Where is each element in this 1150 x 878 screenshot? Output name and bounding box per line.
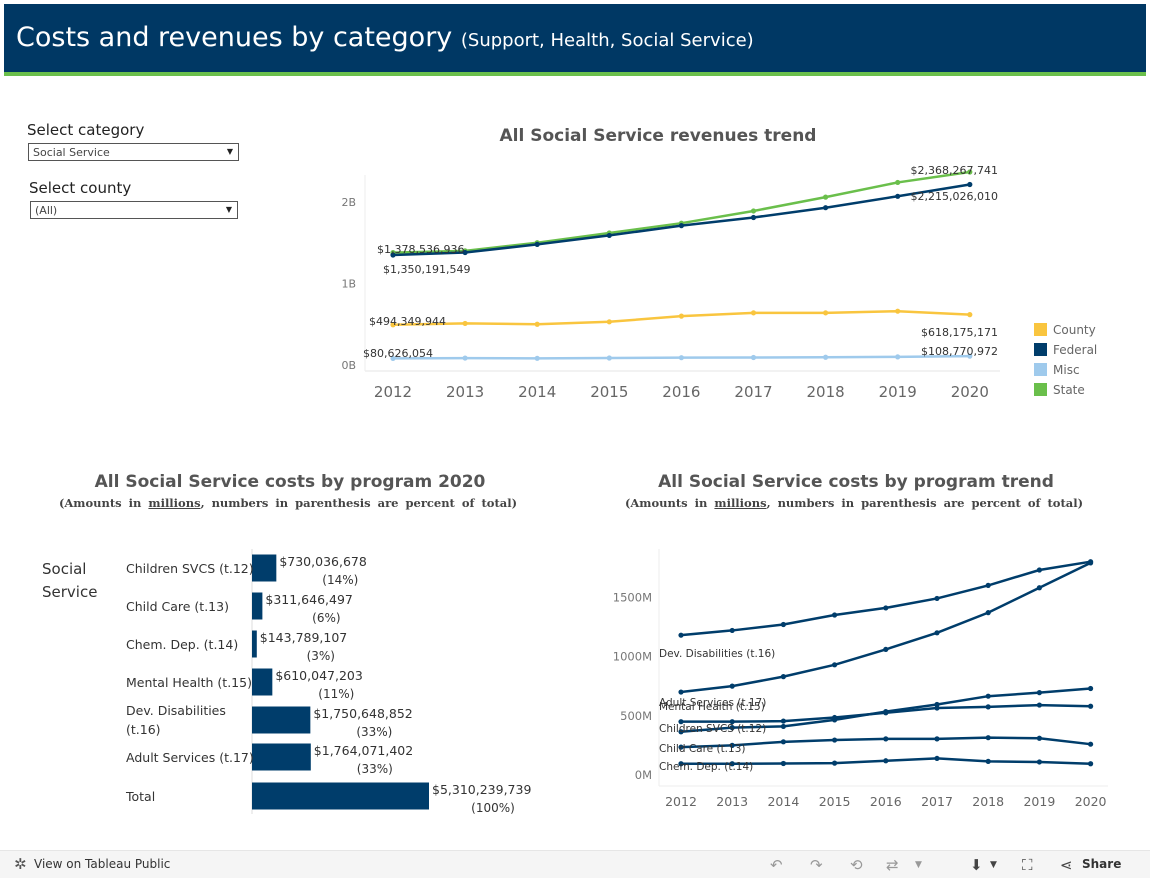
data-point-misc (390, 355, 396, 362)
start-value-label: $494,349,944 (369, 315, 446, 328)
start-value-label: $1,378,536,936 (377, 243, 464, 256)
redo-icon[interactable]: ↷ (810, 856, 823, 874)
share-icon[interactable]: ⋖ (1060, 856, 1073, 874)
data-point-county (967, 312, 973, 318)
page-subtitle: (Support, Health, Social Service) (460, 30, 754, 51)
costs-bar-chart-note: (Amounts in millions, numbers in parenth… (58, 496, 518, 510)
data-point-county (390, 322, 396, 328)
chevron-down-icon: ▼ (225, 205, 232, 214)
x-tick-label: 2012 (374, 383, 412, 401)
category-select-value: Social Service (33, 146, 110, 159)
data-point-county (823, 310, 829, 316)
x-tick-label: 2014 (518, 383, 556, 401)
data-point-misc (678, 355, 685, 361)
costs-bar-chart-title: All Social Service costs by program 2020 (94, 472, 486, 492)
start-value-label: $1,350,191,549 (383, 263, 470, 276)
start-value-label: $80,626,054 (363, 347, 433, 360)
data-point-federal (678, 223, 685, 229)
x-tick-label: 2013 (446, 383, 484, 401)
fullscreen-icon[interactable]: ⛶ (1022, 856, 1033, 874)
data-point-county (462, 320, 468, 327)
legend-swatch-misc (1034, 363, 1047, 376)
x-tick-label: 2018 (807, 383, 845, 401)
data-point-state (895, 179, 901, 186)
end-value-label: $2,215,026,010 (911, 190, 998, 203)
county-select[interactable]: (All) ▼ (30, 201, 238, 219)
legend-label-state: State (1053, 383, 1085, 397)
data-point-county (534, 321, 540, 327)
data-point-federal (823, 205, 829, 211)
data-point-state (750, 208, 757, 214)
data-point-misc (895, 354, 901, 360)
revert-icon[interactable]: ⟲ (850, 856, 863, 874)
county-filter-label: Select county (29, 179, 132, 197)
costs-trend-chart-title: All Social Service costs by program tren… (658, 472, 1054, 492)
data-point-state (967, 169, 973, 175)
view-on-tableau-link[interactable]: View on Tableau Public (34, 857, 171, 871)
legend-swatch-federal (1034, 343, 1047, 356)
data-point-federal (750, 214, 757, 221)
data-point-county (678, 313, 685, 319)
data-point-federal (606, 232, 612, 239)
chevron-down-icon: ▼ (226, 147, 233, 156)
data-point-county (606, 319, 612, 325)
legend-swatch-state (1034, 383, 1047, 396)
end-value-label: $108,770,972 (921, 345, 998, 358)
data-point-county (750, 310, 757, 316)
legend-label-misc: Misc (1053, 363, 1080, 377)
county-select-value: (All) (35, 204, 58, 217)
x-tick-label: 2017 (734, 383, 772, 401)
data-point-federal (967, 181, 973, 188)
undo-icon[interactable]: ↶ (770, 856, 783, 874)
tableau-logo-icon: ✲ (14, 855, 27, 873)
refresh-icon[interactable]: ⇄ (886, 856, 899, 874)
category-select[interactable]: Social Service ▼ (28, 143, 239, 161)
y-tick-label: 0B (341, 359, 356, 372)
series-line-state (392, 170, 970, 254)
page-title: Costs and revenues by category (Support,… (16, 22, 754, 53)
legend-swatch-county (1034, 323, 1047, 336)
data-point-misc (606, 355, 612, 361)
share-button[interactable]: Share (1082, 857, 1122, 871)
y-tick-label: 2B (341, 196, 356, 209)
data-point-federal (390, 252, 396, 258)
x-tick-label: 2016 (662, 383, 700, 401)
category-filter-label: Select category (27, 121, 145, 139)
x-tick-label: 2020 (951, 383, 989, 401)
costs-trend-chart-note: (Amounts in millions, numbers in parenth… (624, 496, 1084, 510)
data-point-misc (967, 353, 973, 359)
data-point-federal (462, 249, 468, 256)
end-value-label: $2,368,267,741 (911, 164, 998, 177)
x-tick-label: 2019 (879, 383, 917, 401)
legend-label-county: County (1053, 323, 1096, 337)
download-icon[interactable]: ⬇ (970, 856, 983, 874)
x-tick-label: 2015 (590, 383, 628, 401)
data-point-county (895, 308, 901, 314)
refresh-chevron-down-icon[interactable]: ▼ (915, 860, 922, 870)
data-point-federal (895, 193, 901, 199)
series-line-federal (392, 183, 971, 257)
y-tick-label: 1B (341, 278, 356, 291)
data-point-state (823, 194, 829, 200)
data-point-misc (462, 355, 468, 361)
data-point-misc (750, 354, 757, 361)
legend-label-federal: Federal (1053, 343, 1097, 357)
end-value-label: $618,175,171 (921, 326, 998, 339)
data-point-misc (823, 354, 829, 360)
data-point-misc (534, 355, 540, 361)
page-header: Costs and revenues by category (Support,… (4, 4, 1146, 76)
tableau-footer: ✲ View on Tableau Public ↶ ↷ ⟲ ⇄ ▼ ⬇ ▼ ⛶… (0, 850, 1150, 878)
download-chevron-down-icon[interactable]: ▼ (990, 860, 997, 870)
data-point-federal (534, 241, 540, 247)
revenues-chart-title: All Social Service revenues trend (499, 126, 817, 146)
